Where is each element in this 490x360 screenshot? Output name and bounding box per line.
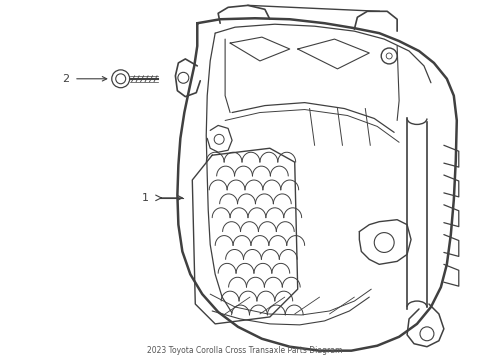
Text: 2023 Toyota Corolla Cross Transaxle Parts Diagram: 2023 Toyota Corolla Cross Transaxle Part… xyxy=(147,346,343,355)
Text: 2: 2 xyxy=(62,74,69,84)
Text: 1: 1 xyxy=(142,193,148,203)
